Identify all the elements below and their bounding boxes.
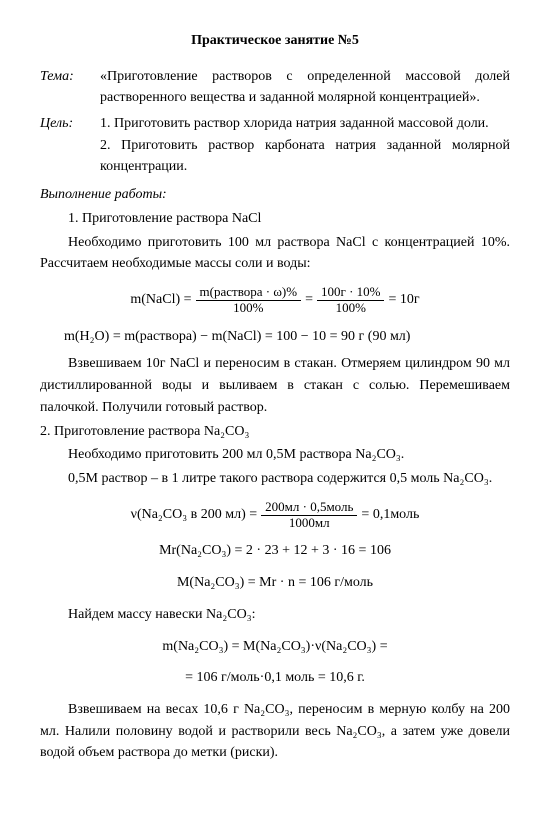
cel-body: 1. Приготовить раствор хлорида натрия за…	[100, 113, 510, 178]
f3-rhs: = 0,1моль	[361, 504, 419, 526]
step2-title: 2. Приготовление раствора Na₂CO₃	[40, 421, 510, 443]
step1-title: 1. Приготовление раствора NaCl	[40, 208, 510, 230]
f1-rhs: = 10г	[388, 289, 419, 311]
formula-nu: ν(Na₂CO₃ в 200 мл) = 200мл · 0,5моль 100…	[40, 500, 510, 531]
cel-item-2: 2. Приготовить раствор карбоната натрия …	[100, 135, 510, 178]
f1-lhs: m(NaCl) =	[130, 289, 191, 311]
tema-text: «Приготовление растворов с определенной …	[100, 66, 510, 109]
f1-eq: =	[305, 289, 313, 311]
cel-item-1: 1. Приготовить раствор хлорида натрия за…	[100, 113, 510, 135]
tema-row: Тема: «Приготовление растворов с определ…	[40, 66, 510, 109]
f3-den: 1000мл	[285, 516, 334, 531]
formula-mass-b: = 106 г/моль·0,1 моль = 10,6 г.	[40, 667, 510, 689]
step1-p1: Необходимо приготовить 100 мл раствора N…	[40, 232, 510, 275]
step2-p4: Взвешиваем на весах 10,6 г Na₂CO₃, перен…	[40, 699, 510, 764]
formula-mr: Mr(Na₂CO₃) = 2 · 23 + 12 + 3 · 16 = 106	[40, 540, 510, 562]
f1-frac1-den: 100%	[229, 301, 267, 316]
formula-h2o: m(H₂O) = m(раствора) − m(NaCl) = 100 − 1…	[64, 326, 510, 348]
tema-label: Тема:	[40, 66, 100, 109]
f3-num: 200мл · 0,5моль	[261, 500, 357, 516]
step2-p1: Необходимо приготовить 200 мл 0,5М раств…	[40, 444, 510, 466]
f1-frac2: 100г · 10% 100%	[317, 285, 385, 316]
vypoln-label: Выполнение работы:	[40, 184, 510, 206]
f1-frac2-num: 100г · 10%	[317, 285, 385, 301]
formula-molar: M(Na₂CO₃) = Mr · n = 106 г/моль	[40, 572, 510, 594]
formula-nacl-mass: m(NaCl) = m(раствора · ω)% 100% = 100г ·…	[40, 285, 510, 316]
cel-label: Цель:	[40, 113, 100, 178]
page-title: Практическое занятие №5	[40, 30, 510, 52]
step2-p3: Найдем массу навески Na₂CO₃:	[40, 604, 510, 626]
step1-p2: Взвешиваем 10г NaCl и переносим в стакан…	[40, 353, 510, 418]
f1-frac1: m(раствора · ω)% 100%	[196, 285, 302, 316]
formula-mass-a: m(Na₂CO₃) = M(Na₂CO₃)·ν(Na₂CO₃) =	[40, 636, 510, 658]
cel-row: Цель: 1. Приготовить раствор хлорида нат…	[40, 113, 510, 178]
f3-lhs: ν(Na₂CO₃ в 200 мл) =	[131, 504, 258, 526]
f1-frac2-den: 100%	[332, 301, 370, 316]
step2-p2: 0,5М раствор – в 1 литре такого раствора…	[40, 468, 510, 490]
f3-frac: 200мл · 0,5моль 1000мл	[261, 500, 357, 531]
f1-frac1-num: m(раствора · ω)%	[196, 285, 302, 301]
